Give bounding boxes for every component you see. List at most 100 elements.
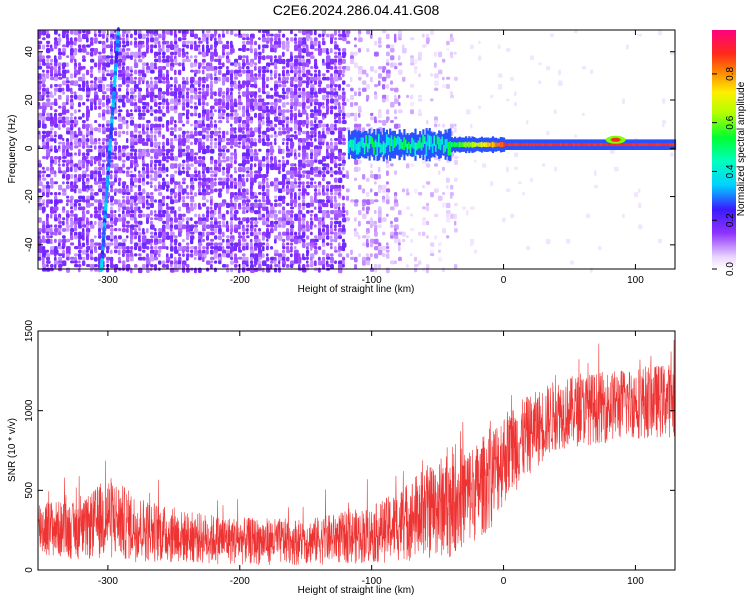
spectrogram-cell [290,188,295,193]
spectrogram-cell [350,51,355,57]
spectrogram-cell [430,192,434,198]
spectrogram-cell [158,199,163,204]
spectrogram-cell [90,163,93,167]
spectrogram-cell [218,177,223,181]
spectrogram-cell [290,148,294,153]
spectrogram-cell [66,130,71,135]
spectrogram-cell [314,159,318,163]
spectrogram-cell [310,231,313,236]
spectrogram-cell [238,224,241,230]
spectrogram-cell [70,188,75,192]
spectrogram-cell [318,256,321,261]
spectrogram-cell [338,253,343,258]
spectrogram-cell [206,148,210,154]
x-tick-label: 0 [501,576,507,587]
spectrogram-cell [314,69,317,73]
spectrogram-cell [338,112,342,117]
spectrogram-cell [246,235,250,239]
spectrogram-cell [90,184,93,189]
spectrogram-cell [430,253,435,257]
spectrogram-cell [378,188,381,194]
spectrogram-cell [310,55,315,59]
spectrogram-cell [370,199,375,204]
spectrogram-cell [74,123,77,128]
spectrogram-cell [62,33,66,39]
spectrogram-cell [222,33,225,38]
spectrogram-cell [258,174,263,178]
spectrogram-cell [114,30,117,33]
spectrogram-cell [326,130,330,135]
spectrogram-cell [510,76,514,81]
spectrogram-cell [386,98,389,102]
spectrogram-cell [118,202,123,208]
spectrogram-cell [78,235,83,240]
carrier-line [411,137,414,148]
spectrogram-cell [114,192,117,196]
spectrogram-cell [190,33,195,38]
spectrogram-cell [146,253,149,258]
spectrogram-cell [202,238,205,243]
spectrogram-cell [150,163,153,168]
carrier-line [539,143,542,147]
spectrogram-cell [330,184,335,190]
spectrogram-cell [354,256,358,263]
carrier-line [640,143,643,147]
spectrogram-cell [58,134,63,140]
spectrogram-cell [266,134,270,139]
y-tick-label: 0 [24,567,35,573]
spectrogram-cell [122,195,125,199]
spectrogram-cell [454,156,459,160]
spectrogram-cell [98,141,101,145]
spectrogram-cell [126,76,131,82]
spectrogram-cell [46,91,50,95]
spectrogram-cell [150,202,154,209]
carrier-line [442,144,446,154]
spectrogram-cell [290,94,295,99]
spectrogram-cell [198,37,201,41]
spectrogram-cell [106,62,111,68]
spectrogram-cell [282,163,287,168]
spectrogram-cell [242,217,247,222]
spectrogram-cell [478,55,482,61]
spectrogram-cell [318,112,322,117]
spectrogram-cell [74,174,78,179]
spectrogram-cell [238,48,243,51]
spectrogram-cell [54,156,58,160]
spectrogram-cell [398,231,403,235]
spectrogram-cell [170,224,174,229]
spectrogram-cell [38,199,41,203]
spectrogram-cell [322,94,326,101]
spectrogram-cell [150,177,155,181]
spectrogram-cell [282,94,286,100]
spectrogram-cell [178,192,182,197]
spectrogram-cell [158,94,162,101]
spectrogram-cell [434,123,438,128]
spectrogram-cell [442,192,446,195]
carrier-line [403,137,406,151]
spectrogram-cell [106,105,110,109]
spectrogram-cell [70,256,75,260]
spectrogram-cell [86,123,90,129]
carrier-line [373,141,376,155]
spectrogram-cell [314,48,319,51]
spectrogram-cell [222,246,225,250]
spectrogram-cell [158,249,162,254]
spectrogram-cell [222,76,227,82]
spectrogram-cell [206,66,211,72]
spectrogram-cell [186,130,190,134]
spectrogram-cell [278,267,281,273]
spectrogram-cell [330,170,335,174]
spectrogram-cell [386,249,390,253]
spectrogram-cell [82,123,86,129]
spectrogram-cell [194,246,198,250]
spectrogram-cell [342,58,346,64]
spectrogram-cell [222,184,225,190]
spectrogram-cell [266,123,271,127]
carrier-line [659,143,662,147]
spectrogram-cell [130,202,134,208]
spectrogram-cell [202,220,207,226]
spectrogram-cell [62,210,65,213]
spectrogram-cell [90,37,94,42]
spectrogram-cell [318,170,322,176]
